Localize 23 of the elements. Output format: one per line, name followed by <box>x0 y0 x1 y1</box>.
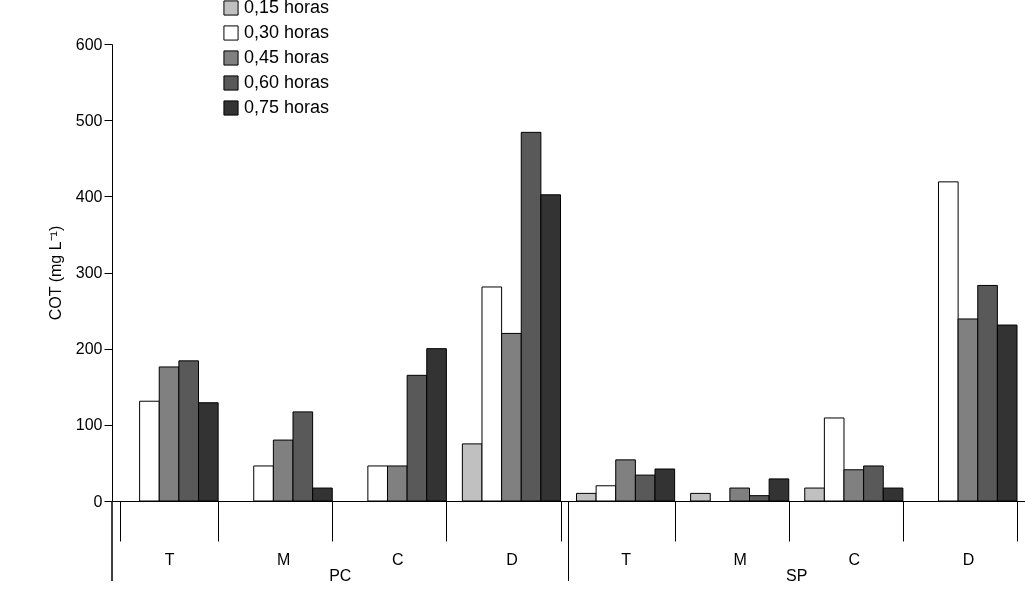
legend-label: 0,60 horas <box>244 72 330 92</box>
x-tick-label: M <box>733 550 747 568</box>
x-tick-label: M <box>277 550 291 568</box>
y-tick-label: 600 <box>75 35 103 53</box>
x-tick-label: T <box>164 550 175 568</box>
legend-label: 0,75 horas <box>244 97 330 117</box>
y-tick-label: 300 <box>75 264 103 281</box>
text: PC <box>329 567 352 584</box>
legend-label: 0,15 horas <box>244 0 330 17</box>
y-tick-label: 400 <box>75 187 103 205</box>
y-tick-label: 0 <box>93 492 103 510</box>
x-tick-label: T <box>621 550 632 568</box>
x-tick-label: D <box>962 550 975 568</box>
legend-label: 0,45 horas <box>244 47 330 67</box>
x-tick-label: D <box>506 550 518 568</box>
x-tick-label: C <box>848 550 861 568</box>
legend-label: 0,30 horas <box>244 22 330 42</box>
text: SP <box>786 567 808 584</box>
y-tick-label: 500 <box>75 111 103 129</box>
x-tick-label: C <box>392 550 404 568</box>
y-axis-title: COT (mg L⁻¹) <box>46 225 64 321</box>
y-tick-label: 100 <box>75 416 103 434</box>
y-tick-label: 200 <box>75 340 103 358</box>
